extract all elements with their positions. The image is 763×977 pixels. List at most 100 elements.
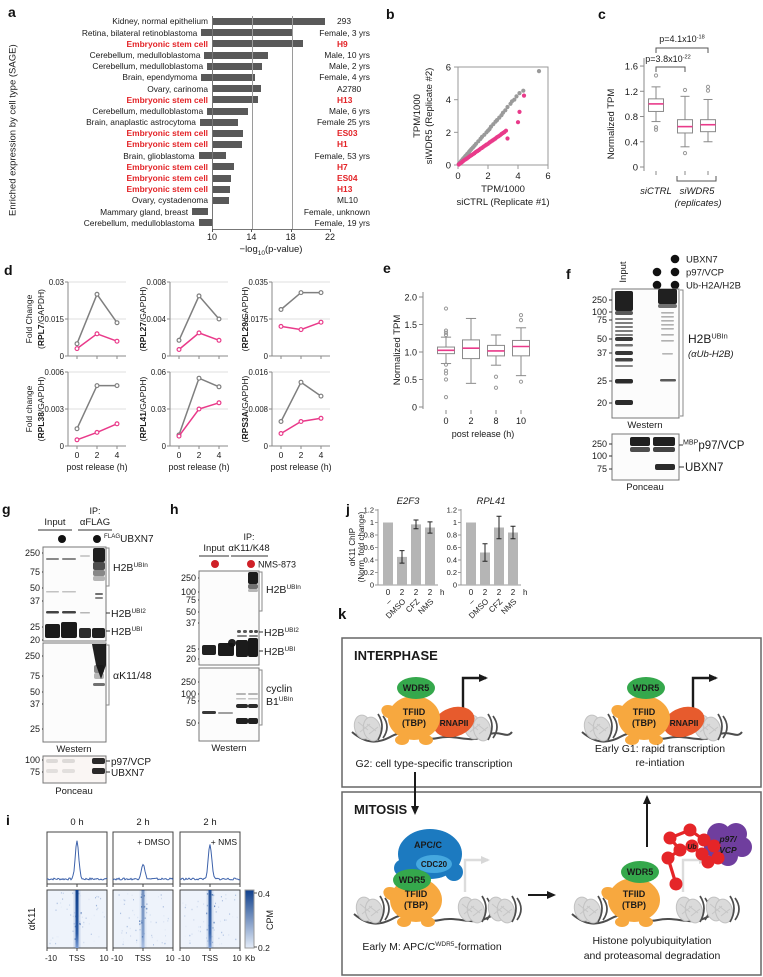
- svg-text:4: 4: [217, 450, 222, 460]
- svg-text:0.03: 0.03: [151, 405, 166, 414]
- svg-text:siWDR5: siWDR5: [680, 186, 716, 197]
- svg-text:50: 50: [30, 687, 40, 697]
- svg-text:10: 10: [99, 953, 109, 963]
- svg-text:(RPL41/GAPDH): (RPL41/GAPDH): [138, 376, 148, 441]
- scene-g2: RNAPII TFIID(TBP) WDR5: [351, 674, 513, 745]
- svg-text:siCTRL (Replicate #1): siCTRL (Replicate #1): [456, 197, 549, 208]
- svg-text:TSS: TSS: [69, 953, 86, 963]
- normalized-tpm-boxplot: 0 0.4 0.8 1.2 1.6 p=4.1x10-18 p=3.8x10-22 siCTR…: [606, 34, 722, 209]
- svg-text:10: 10: [516, 416, 526, 426]
- svg-text:250: 250: [181, 677, 196, 687]
- svg-text:0.004: 0.004: [146, 315, 166, 324]
- row-cell-type: Cerebellum, medulloblastoma: [83, 217, 195, 228]
- bar: [212, 197, 229, 204]
- bar: [204, 51, 269, 59]
- svg-text:20: 20: [30, 635, 40, 645]
- svg-text:Histone polyubiquitylation: Histone polyubiquitylation: [592, 935, 711, 947]
- svg-text:1.2: 1.2: [364, 506, 374, 515]
- svg-text:50: 50: [186, 718, 196, 728]
- svg-text:p97/VCP: p97/VCP: [111, 757, 151, 768]
- svg-text:0: 0: [162, 352, 167, 361]
- bar-row: Ovary, carinoma A2780: [30, 83, 370, 94]
- svg-text:0: 0: [443, 416, 448, 426]
- bar-row: Retina, bilateral retinoblastoma Female, …: [30, 27, 370, 38]
- svg-text:0: 0: [469, 588, 474, 597]
- svg-text:Normalized TPM: Normalized TPM: [392, 315, 403, 386]
- bar-row: Mammary gland, breast Female, unknown: [30, 206, 370, 217]
- box-whisker: [677, 87, 693, 156]
- svg-text:TFIID: TFIID: [633, 707, 656, 717]
- svg-text:0.5: 0.5: [404, 375, 417, 385]
- row-sample-tag: H13: [337, 94, 353, 105]
- svg-text:-10: -10: [111, 953, 123, 963]
- svg-text:4: 4: [515, 171, 520, 182]
- svg-text:2: 2: [446, 128, 451, 139]
- bar-row: Ovary, cystadenoma ML10: [30, 195, 370, 206]
- svg-text:0.06: 0.06: [151, 368, 166, 377]
- svg-text:0: 0: [264, 442, 269, 451]
- svg-text:H2BUBIn: H2BUBIn: [688, 331, 728, 346]
- panel-b-label: b: [386, 6, 395, 22]
- chip-qpcr-bar-charts: E2F300.20.40.60.811.20–2DMSO2CFZ2NMShRPL…: [348, 496, 527, 620]
- svg-text:RPL41: RPL41: [476, 496, 505, 507]
- svg-text:INTERPHASE: INTERPHASE: [354, 648, 438, 663]
- svg-text:0: 0: [370, 581, 374, 590]
- svg-text:NMS-873: NMS-873: [258, 560, 296, 570]
- bar: [192, 208, 208, 216]
- svg-text:αK11: αK11: [27, 907, 38, 930]
- svg-text:0: 0: [177, 450, 182, 460]
- bar-row: Embryonic stem cell H9: [30, 38, 370, 49]
- bar-row: Kidney, normal epithelium 293: [30, 16, 370, 27]
- box-whisker: [700, 84, 716, 143]
- bar-row: Embryonic stem cell ES03: [30, 128, 370, 139]
- svg-text:WDR5: WDR5: [403, 683, 430, 693]
- svg-text:100: 100: [592, 307, 607, 317]
- scatter-series-siwdr5: [456, 93, 527, 167]
- svg-text:0: 0: [264, 352, 269, 361]
- svg-text:0.2: 0.2: [447, 568, 457, 577]
- svg-text:αK11/K48: αK11/K48: [228, 543, 269, 554]
- blot-bands-cyclin: [202, 693, 258, 724]
- bar-row: Embryonic stem cell H13: [30, 94, 370, 105]
- svg-text:1: 1: [370, 518, 374, 527]
- svg-text:0.03: 0.03: [49, 278, 64, 287]
- row-sample-tag: Female, 53 yrs: [314, 150, 370, 161]
- svg-text:100: 100: [592, 451, 607, 461]
- box-whisker: [648, 73, 664, 132]
- svg-text:CDC20: CDC20: [421, 860, 448, 869]
- svg-text:25: 25: [30, 724, 40, 734]
- row-sample-tag: H9: [337, 38, 348, 49]
- svg-text:75: 75: [30, 567, 40, 577]
- svg-text:2: 2: [95, 450, 100, 460]
- svg-text:0.4: 0.4: [625, 137, 638, 148]
- line-chart-RPL7: 0 0.015 0.03: [44, 278, 126, 361]
- svg-text:0.4: 0.4: [447, 556, 457, 565]
- svg-text:IP:: IP:: [243, 532, 254, 542]
- svg-text:1: 1: [453, 518, 457, 527]
- svg-text:post release (h): post release (h): [270, 462, 331, 472]
- svg-text:TSS: TSS: [135, 953, 152, 963]
- svg-text:p97/VCP: p97/VCP: [686, 268, 724, 279]
- svg-text:250: 250: [25, 651, 40, 661]
- svg-text:0.8: 0.8: [364, 531, 374, 540]
- x-axis: 10 14 18 22 −log10(p-value): [207, 229, 335, 259]
- bar-row: Cerebellum, medulloblastoma Male, 2 yrs: [30, 61, 370, 72]
- row-sample-tag: Female, 19 yrs: [314, 217, 370, 228]
- svg-text:RNAPII: RNAPII: [440, 718, 469, 728]
- svg-text:250: 250: [592, 439, 607, 449]
- ubiquitylation-western-blot: UBXN7p97/VCPUb-H2A/H2BInput2501007550372…: [592, 255, 745, 494]
- svg-text:G2: cell type-specific transcr: G2: cell type-specific transcription: [356, 758, 513, 770]
- bar: [212, 163, 234, 171]
- svg-text:37: 37: [30, 596, 40, 606]
- blot-bands: [45, 548, 105, 638]
- row-sample-tag: H1: [337, 139, 348, 150]
- svg-text:(TBP): (TBP): [622, 900, 646, 910]
- panel-j-label: j: [346, 501, 350, 517]
- row-sample-tag: Female, unknown: [303, 206, 370, 217]
- svg-text:10: 10: [232, 953, 242, 963]
- svg-text:UBXN7: UBXN7: [111, 768, 145, 779]
- svg-text:Fold Change: Fold Change: [24, 294, 34, 343]
